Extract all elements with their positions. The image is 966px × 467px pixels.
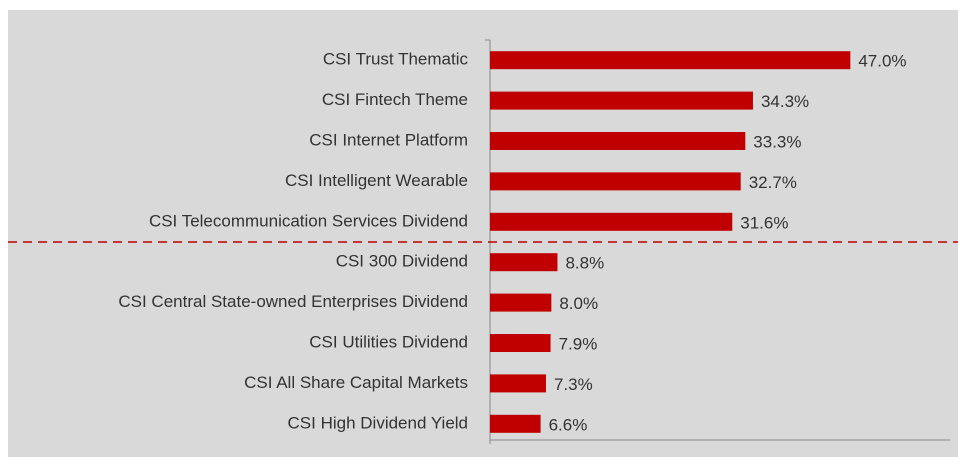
y-tick-label: CSI All Share Capital Markets (244, 373, 468, 392)
chart-background (8, 10, 958, 457)
value-label: 33.3% (753, 132, 801, 151)
y-tick-label: CSI Telecommunication Services Dividend (149, 211, 468, 230)
bar (490, 51, 851, 70)
y-tick-label: CSI Internet Platform (309, 130, 468, 149)
bar (490, 132, 746, 150)
y-tick-label: CSI Fintech Theme (322, 90, 468, 109)
y-tick-label: CSI Utilities Dividend (309, 332, 468, 351)
bar (490, 91, 753, 110)
value-label: 6.6% (549, 415, 588, 434)
bar (490, 172, 741, 191)
value-label: 31.6% (740, 213, 788, 232)
value-label: 7.3% (554, 375, 593, 394)
bar (490, 293, 552, 312)
value-label: 8.8% (565, 254, 604, 273)
value-label: 47.0% (858, 52, 906, 71)
bar (490, 212, 733, 231)
y-tick-label: CSI High Dividend Yield (288, 413, 468, 432)
y-tick-label: CSI Intelligent Wearable (285, 171, 468, 190)
value-label: 7.9% (559, 334, 598, 353)
bar (490, 253, 558, 272)
bar (490, 374, 546, 393)
y-tick-label: CSI Central State-owned Enterprises Divi… (118, 292, 468, 311)
value-label: 8.0% (559, 294, 598, 313)
y-tick-label: CSI Trust Thematic (323, 50, 469, 69)
bar (490, 334, 551, 352)
value-label: 34.3% (761, 92, 809, 111)
value-label: 32.7% (749, 173, 797, 192)
y-tick-label: CSI 300 Dividend (336, 252, 468, 271)
bar (490, 414, 541, 433)
